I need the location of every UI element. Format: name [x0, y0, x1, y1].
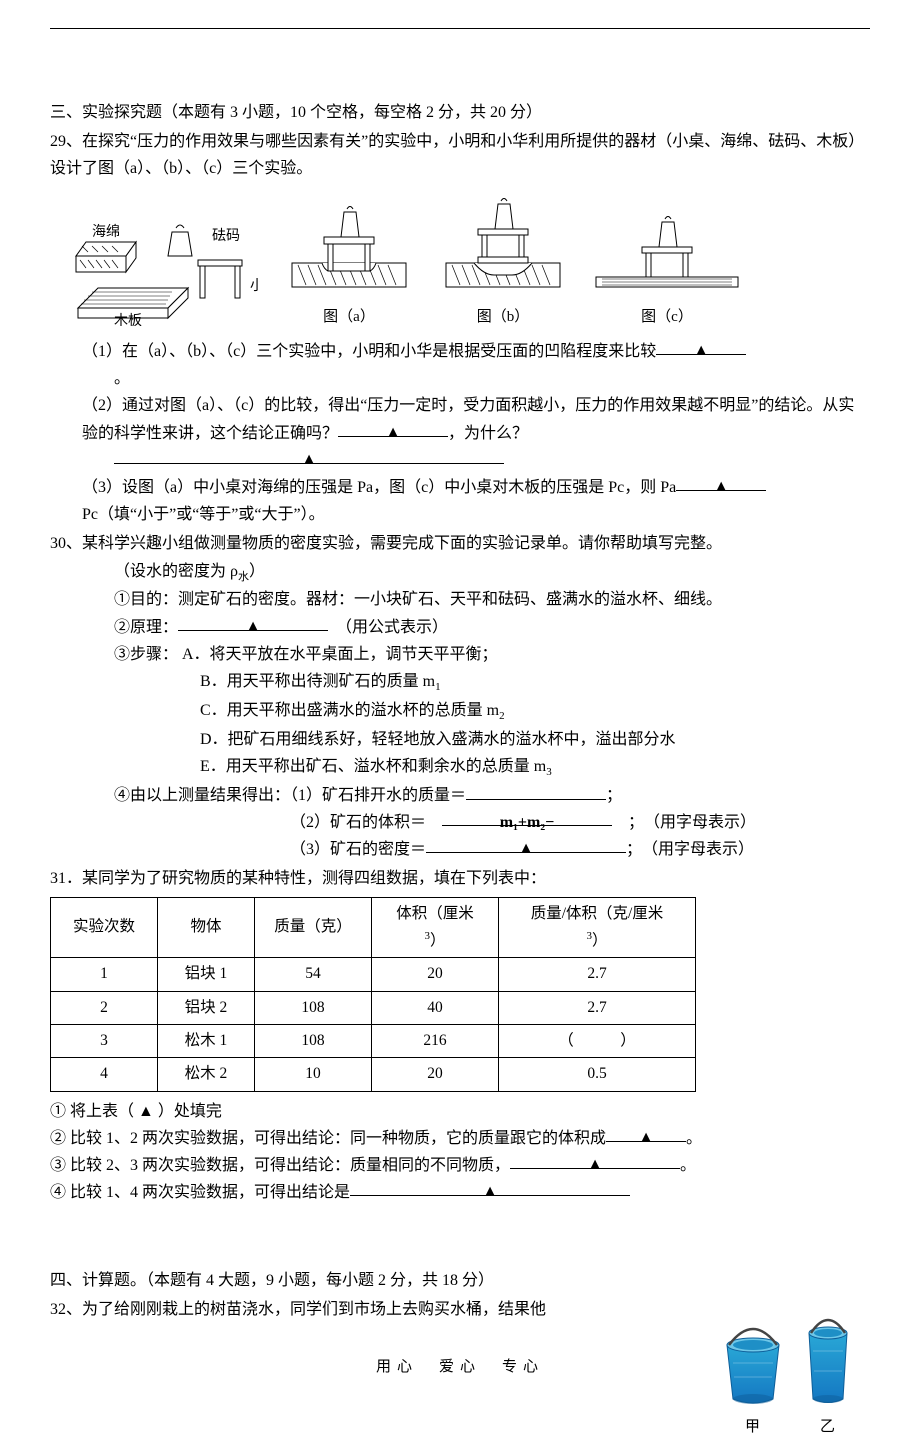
table-row: 1铝块 154202.7	[51, 958, 696, 991]
q31-l2: ② 比较 1、2 两次实验数据，可得出结论：同一种物质，它的质量跟它的体积成▲。	[50, 1125, 870, 1152]
q30-given: （设水的密度为 ρ水）	[50, 558, 870, 587]
q29-stem-text: 29、在探究“压力的作用效果与哪些因素有关”的实验中，小明和小华利用所提供的器材…	[50, 133, 864, 177]
th-4: 质量/体积（克/厘米3）	[499, 897, 696, 958]
q31-l1: ① 将上表（ ▲ ）处填完	[50, 1098, 870, 1125]
q29-p3: （3）设图（a）中小桌对海绵的压强是 Pa，图（c）中小桌对木板的压强是 Pc，…	[50, 474, 870, 501]
q29-p3-b: Pc（填“小于”或“等于”或“大于”）。	[50, 501, 870, 528]
fig-a-label: 图（a）	[284, 305, 414, 331]
q30-stem: 30、某科学兴趣小组做测量物质的密度实验，需要完成下面的实验记录单。请你帮助填写…	[50, 530, 870, 557]
q30-l1: ①目的：测定矿石的密度。器材：一小块矿石、天平和砝码、盛满水的溢水杯、细线。	[50, 586, 870, 613]
label-table: 小桌	[250, 278, 260, 294]
q31-stem: 31．某同学为了研究物质的某种特性，测得四组数据，填在下列表中：	[50, 865, 870, 892]
section4-title: 四、计算题。（本题有 4 大题，9 小题，每小题 2 分，共 18 分）	[50, 1267, 870, 1294]
q29-stem: 29、在探究“压力的作用效果与哪些因素有关”的实验中，小明和小华利用所提供的器材…	[50, 128, 870, 182]
label-sponge: 海绵	[92, 223, 120, 240]
th-2: 质量（克）	[255, 897, 372, 958]
fig-b: 图（b）	[438, 191, 568, 331]
q30-l2: ②原理：▲ （用公式表示）	[50, 614, 870, 641]
q30-l3d: D．把矿石用细线系好，轻轻地放入盛满水的溢水杯中，溢出部分水	[50, 726, 870, 753]
bucket-label-right: 乙	[820, 1415, 835, 1440]
fig-a: 图（a）	[284, 191, 414, 331]
fig-c-label: 图（c）	[592, 305, 742, 331]
table-row: 3松木 1108216（ ）	[51, 1025, 696, 1058]
table-row: 4松木 210200.5	[51, 1058, 696, 1091]
bucket-labels: 甲 乙	[715, 1415, 865, 1440]
q31-l3: ③ 比较 2、3 两次实验数据，可得出结论：质量相同的不同物质，▲。	[50, 1152, 870, 1179]
q29-p1-end: 。	[50, 365, 870, 392]
section3-title: 三、实验探究题（本题有 3 小题，10 个空格，每空格 2 分，共 20 分）	[50, 99, 870, 126]
bucket-label-left: 甲	[745, 1415, 760, 1440]
fig-materials: 海绵 砝码 木板	[70, 216, 260, 330]
q29-p1-a: （1）在（a）、（b）、（c）三个实验中，小明和小华是根据受压面的凹陷程度来比较	[82, 343, 656, 360]
th-3: 体积（厘米3）	[372, 897, 499, 958]
q29-p1: （1）在（a）、（b）、（c）三个实验中，小明和小华是根据受压面的凹陷程度来比较…	[50, 338, 870, 365]
q29-p3-a: （3）设图（a）中小桌对海绵的压强是 Pa，图（c）中小桌对木板的压强是 Pc，…	[82, 479, 676, 496]
q30-l4b: （2）矿石的体积＝ m₁+m₂− ； （用字母表示）	[50, 809, 870, 836]
bucket-figure: 甲 乙	[715, 1313, 865, 1440]
q30-l4a: ④由以上测量结果得出：（1）矿石排开水的质量＝；	[50, 782, 870, 809]
q30-l3: ③步骤： A．将天平放在水平桌面上，调节天平平衡；	[50, 641, 870, 668]
q29-figures: 海绵 砝码 木板	[70, 191, 870, 331]
page: 三、实验探究题（本题有 3 小题，10 个空格，每空格 2 分，共 20 分） …	[0, 0, 920, 1400]
fig-b-label: 图（b）	[438, 305, 568, 331]
q30-l3b: B．用天平称出待测矿石的质量 m1	[50, 668, 870, 697]
q30-l3c: C．用天平称出盛满水的溢水杯的总质量 m2	[50, 697, 870, 726]
th-1: 物体	[158, 897, 255, 958]
th-0: 实验次数	[51, 897, 158, 958]
fig-c: 图（c）	[592, 191, 742, 331]
q29-p2-blank: ▲	[50, 447, 870, 474]
q31-table: 实验次数 物体 质量（克） 体积（厘米3） 质量/体积（克/厘米3） 1铝块 1…	[50, 897, 696, 1092]
q29-p2-b: ，为什么？	[448, 425, 528, 442]
label-board: 木板	[114, 313, 142, 326]
table-row: 2铝块 2108402.7	[51, 991, 696, 1024]
q30-l3e: E．用天平称出矿石、溢水杯和剩余水的总质量 m3	[50, 753, 870, 782]
q31-l4: ④ 比较 1、4 两次实验数据，可得出结论是▲	[50, 1179, 870, 1206]
table-header-row: 实验次数 物体 质量（克） 体积（厘米3） 质量/体积（克/厘米3）	[51, 897, 696, 958]
q30-l4c: （3）矿石的密度＝▲； （用字母表示）	[50, 836, 870, 863]
q29-p2: （2）通过对图（a）、（c）的比较，得出“压力一定时，受力面积越小，压力的作用效…	[50, 392, 870, 446]
label-weight: 砝码	[212, 228, 240, 244]
top-rule	[50, 28, 870, 29]
